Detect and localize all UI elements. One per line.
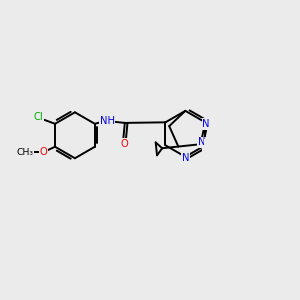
Text: N: N bbox=[203, 141, 210, 151]
Text: N: N bbox=[198, 137, 206, 147]
Text: N: N bbox=[202, 119, 210, 129]
Text: O: O bbox=[39, 147, 47, 157]
Text: CH₃: CH₃ bbox=[16, 148, 33, 157]
Text: N: N bbox=[182, 153, 189, 163]
Text: O: O bbox=[121, 139, 129, 148]
Text: NH: NH bbox=[100, 116, 115, 126]
Text: Cl: Cl bbox=[33, 112, 43, 122]
